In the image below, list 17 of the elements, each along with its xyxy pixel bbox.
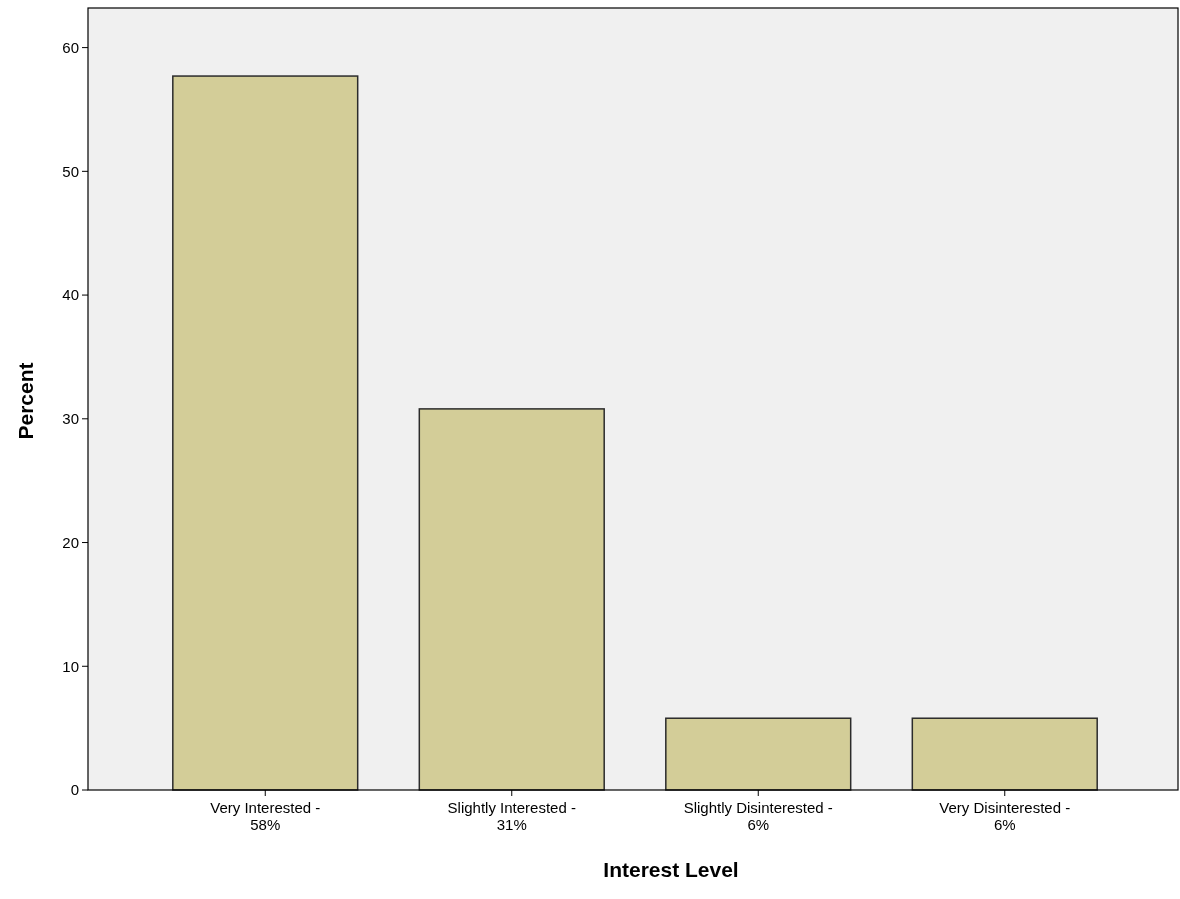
bar xyxy=(911,717,1098,791)
y-tick-label: 60 xyxy=(62,38,79,56)
y-tick-label: 0 xyxy=(70,781,79,799)
y-tick-label: 50 xyxy=(62,162,79,180)
y-tick-label: 30 xyxy=(62,410,79,428)
y-axis-title: Percent xyxy=(14,362,37,440)
bar xyxy=(665,717,852,791)
x-tick-label: Very Disinterested - 6% xyxy=(939,799,1071,833)
x-axis-title: Interest Level xyxy=(603,858,739,881)
bar xyxy=(172,75,359,791)
y-tick-label: 10 xyxy=(62,657,79,675)
y-tick-label: 20 xyxy=(62,533,79,551)
x-tick-label: Very Interested - 58% xyxy=(210,799,321,833)
x-tick-label: Slightly Disinterested - 6% xyxy=(683,799,833,833)
x-tick-label: Slightly Interested - 31% xyxy=(447,799,576,833)
y-tick-label: 40 xyxy=(62,286,79,304)
bar xyxy=(418,408,605,791)
